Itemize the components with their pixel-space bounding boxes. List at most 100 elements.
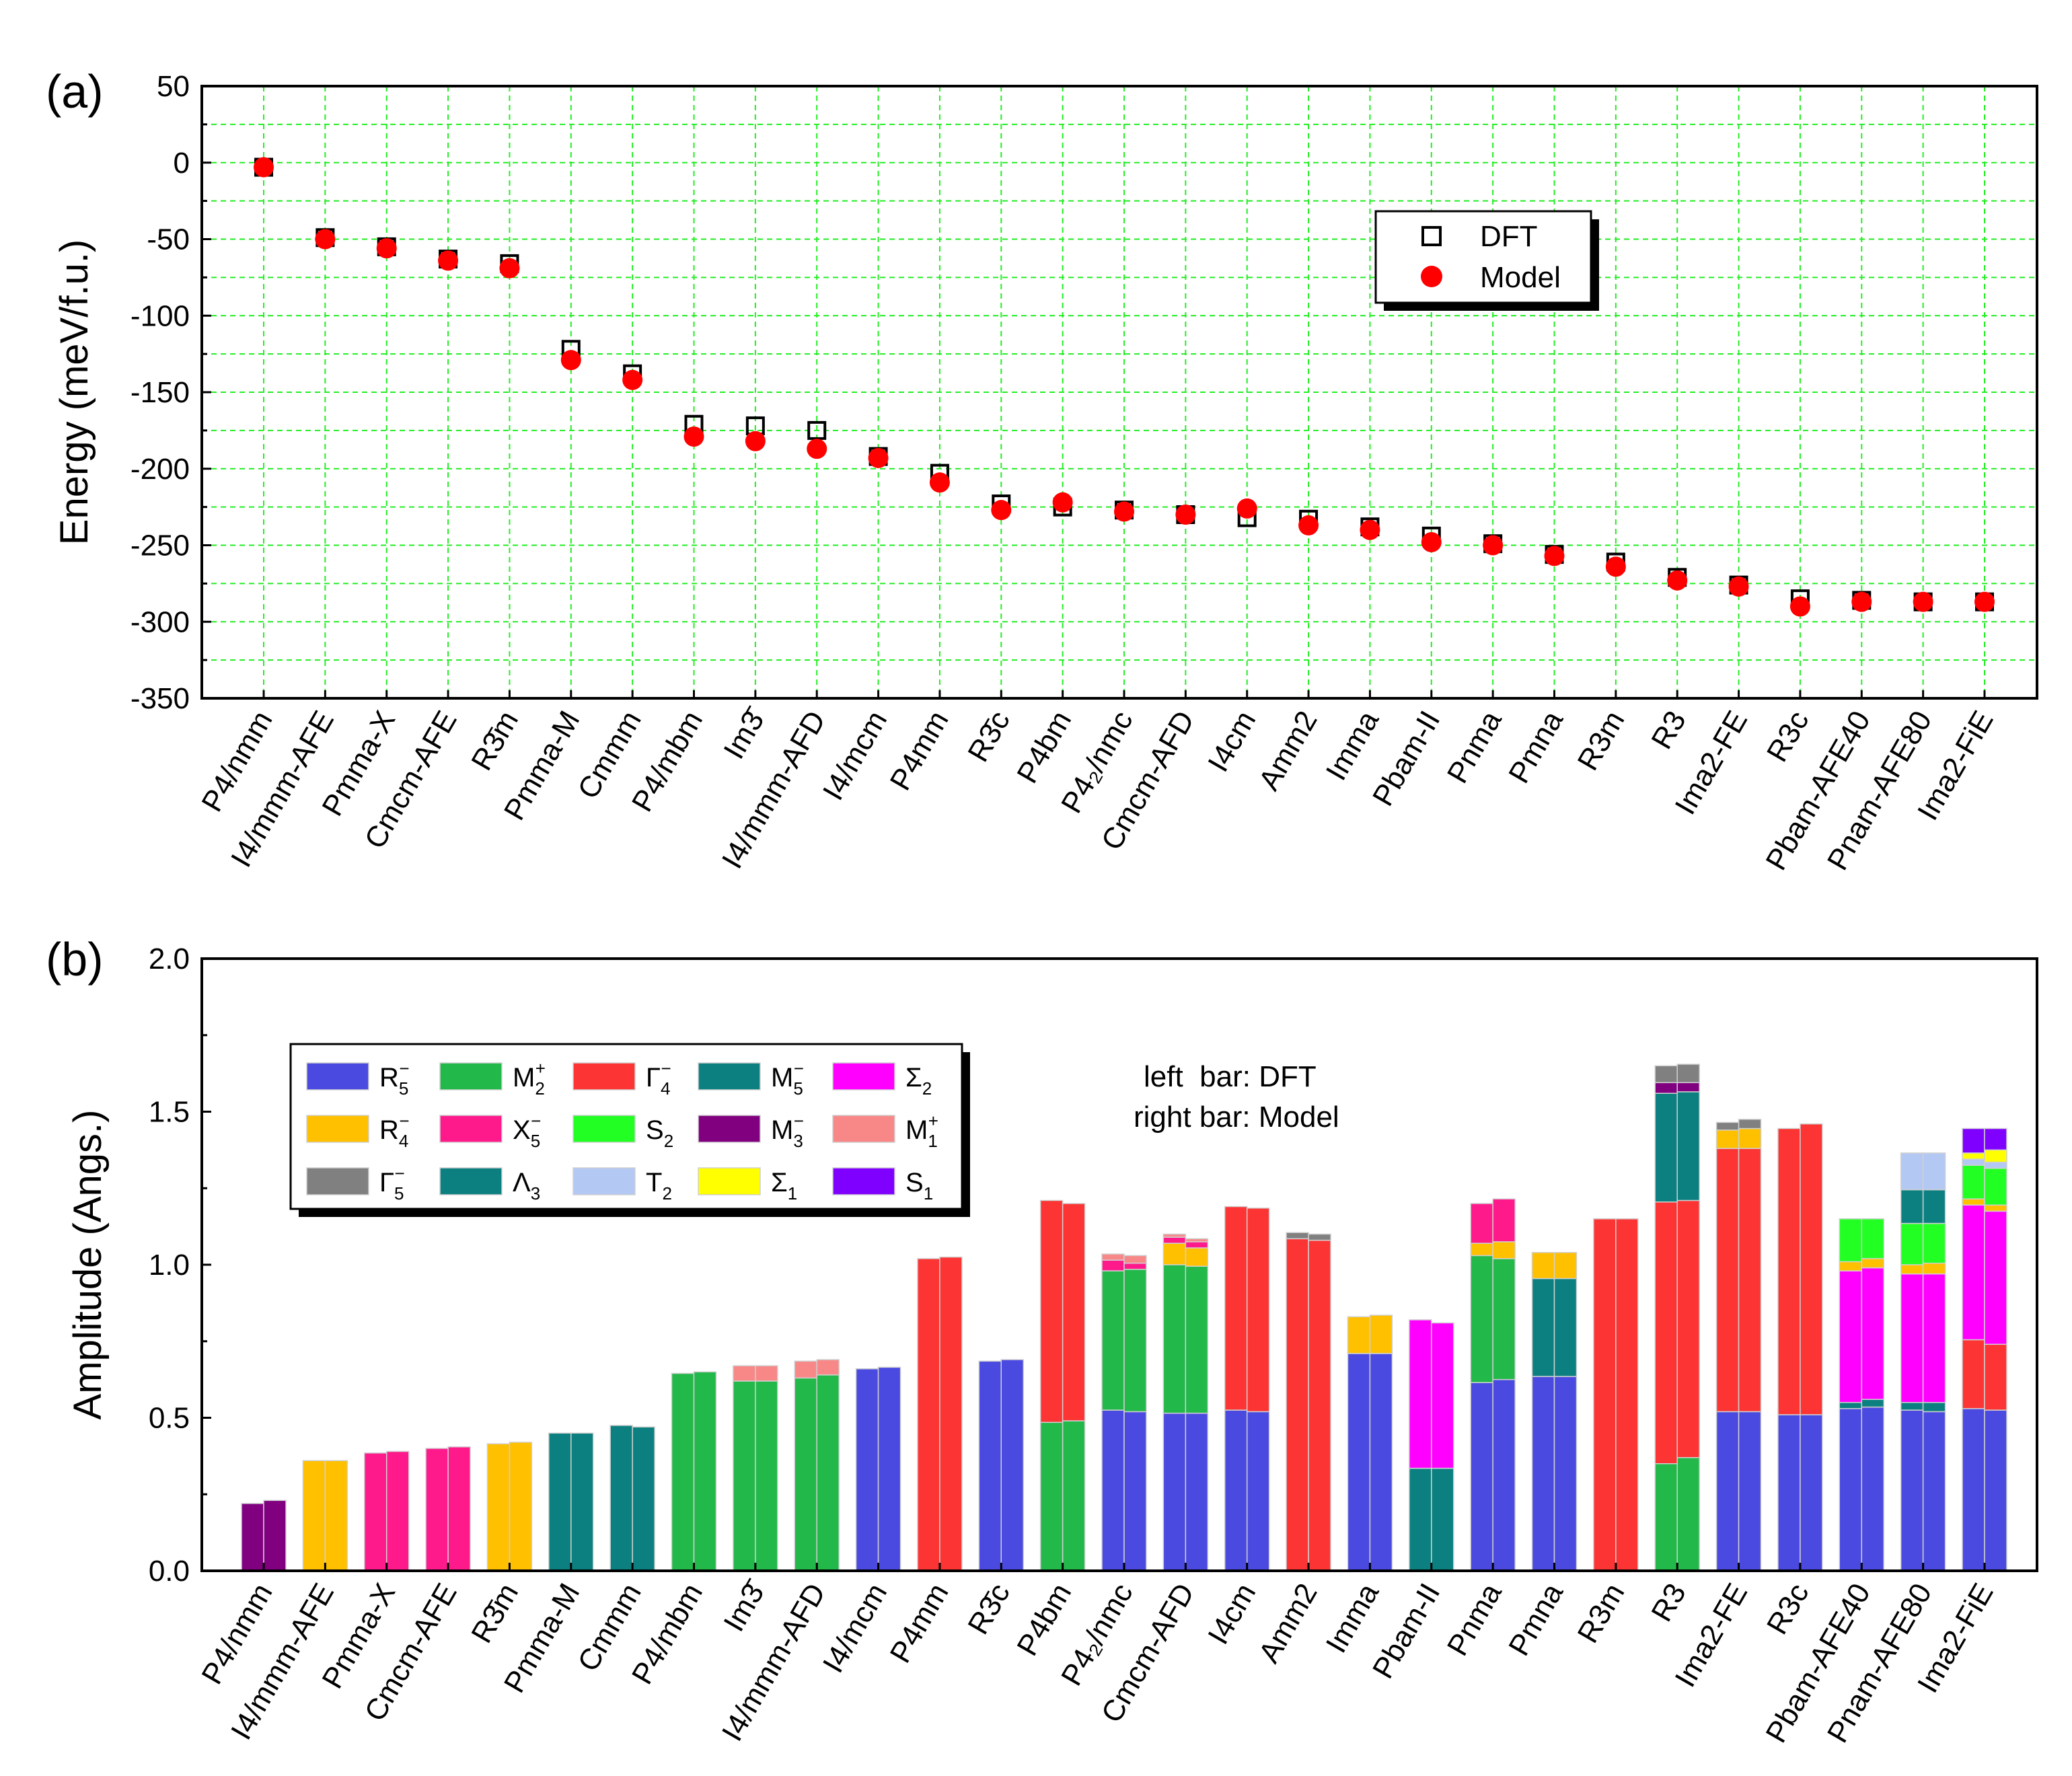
model-bar-segment-ima2-fe-r5m xyxy=(1738,1411,1762,1571)
model-bar-segment-p4mm-g4m xyxy=(939,1256,963,1571)
dft-bar-segment-i4-mmm-afd-m2p xyxy=(794,1377,817,1571)
dft-bar-segment-p4-nmc-x5m xyxy=(1101,1259,1125,1271)
legend-swatch-t2 xyxy=(572,1167,636,1195)
model-point-p4-mbm xyxy=(683,426,704,447)
legend-label-r5m: R5− xyxy=(379,1058,410,1099)
model-point-p4mm xyxy=(929,472,950,493)
model-bar-segment-pnam-afe80-l3 xyxy=(1922,1189,1946,1224)
x-tick-label-a-pmna: Pmna xyxy=(1502,705,1569,789)
model-bar-segment-p4bm-m2p xyxy=(1062,1420,1086,1571)
legend-dft-label: DFT xyxy=(1480,220,1538,253)
legend-label-s1s: Σ1 xyxy=(771,1168,797,1204)
panel-a-y-tick-label: 50 xyxy=(157,70,190,103)
legend-dft-marker xyxy=(1421,226,1442,246)
dft-bar-segment-pnma-x5m xyxy=(1470,1203,1493,1244)
x-tick-label-a-r3m: R3m xyxy=(1571,706,1631,776)
x-tick-label-a-amm2: Amm2 xyxy=(1253,706,1324,797)
dft-bar-segment-p4bm-m2p xyxy=(1039,1421,1064,1571)
x-tick-label-a-r3c: R3c xyxy=(1761,706,1816,768)
dft-bar-segment-cmcm-afd-m1p xyxy=(1162,1233,1187,1238)
dft-bar-segment-r3-m2p xyxy=(1654,1463,1678,1571)
model-bar-segment-r3c-g4m xyxy=(1800,1123,1823,1415)
legend-swatch-x5m xyxy=(439,1115,503,1143)
dft-bar-segment-p4bm-g4m xyxy=(1039,1199,1064,1423)
model-bar-segment-r3-m3m xyxy=(1676,1082,1700,1093)
dft-bar-segment-ima2-fie-s1 xyxy=(1962,1127,1985,1154)
dft-bar-segment-pmna-l3 xyxy=(1531,1278,1555,1377)
model-bar-segment-pbam-afe40-l3 xyxy=(1861,1399,1885,1408)
panel-a-legend: DFT Model xyxy=(1374,210,1599,311)
dft-bar-segment-pbam-ii-l3 xyxy=(1409,1467,1432,1571)
model-point-i4-mmm-afd xyxy=(807,439,827,459)
dft-bar-segment-r3-g4m xyxy=(1654,1201,1678,1465)
legend-label-m5m: M5− xyxy=(771,1058,804,1099)
model-bar-segment-r3-l3 xyxy=(1676,1091,1700,1201)
x-tick-label-a-p4bm: P4bm xyxy=(1010,706,1078,789)
model-bar-segment-r3m-g4m xyxy=(1615,1218,1639,1571)
dft-bar-segment-cmcm-afd-r4m xyxy=(1162,1243,1187,1265)
dft-bar-segment-pbam-afe40-r4m xyxy=(1839,1261,1863,1271)
model-point-imma xyxy=(1360,519,1380,540)
x-tick-label-b-r3m: R3m xyxy=(1571,1578,1631,1649)
model-bar-segment-cmmm-l3 xyxy=(632,1426,655,1571)
model-point-pbam-afe40 xyxy=(1851,591,1872,612)
legend-swatch-s2 xyxy=(572,1115,636,1143)
legend-label-r4m: R4− xyxy=(379,1111,410,1151)
x-tick-label-b-amm2: Amm2 xyxy=(1253,1578,1324,1669)
model-bar-segment-ima2-fie-s2 xyxy=(1984,1167,2007,1206)
dft-bar-segment-imma-r4m xyxy=(1347,1316,1371,1354)
model-point-i4-mmm-afe xyxy=(315,229,336,250)
model-bar-segment-r3c-r5m xyxy=(1800,1414,1823,1571)
legend-swatch-m5m xyxy=(698,1062,761,1090)
legend-label-l3: Λ3 xyxy=(513,1168,540,1204)
model-bar-segment-pbam-ii-s2s xyxy=(1431,1322,1454,1469)
dft-bar-segment-pbam-afe40-s2s xyxy=(1839,1270,1863,1403)
dft-bar-segment-pnam-afe80-r4m xyxy=(1900,1264,1924,1275)
panel-a-y-tick-label: -200 xyxy=(131,453,190,486)
model-bar-segment-ima2-fie-r4m xyxy=(1984,1204,2007,1212)
model-bar-segment-pmma-x-x5m xyxy=(385,1450,410,1571)
model-point-p4bm xyxy=(1052,492,1073,513)
model-bar-segment-r3-m2p xyxy=(1676,1456,1700,1571)
model-point-i4-mcm xyxy=(868,447,889,468)
legend-model-marker xyxy=(1421,266,1442,287)
dft-bar-segment-pbam-afe40-l3 xyxy=(1839,1402,1863,1409)
x-tick-label-b-r3-c: R3̄c xyxy=(961,1578,1016,1640)
legend-swatch-r5m xyxy=(306,1062,369,1090)
model-bar-segment-i4cm-g4m xyxy=(1246,1208,1270,1413)
dft-bar-segment-r3m-g4m xyxy=(1593,1218,1617,1571)
panel-a-y-tick-label: 0 xyxy=(174,147,190,180)
model-point-r3c xyxy=(1789,596,1810,617)
dft-bar-segment-pbam-ii-s2s xyxy=(1409,1319,1432,1469)
dft-bar-segment-cmmm-l3 xyxy=(609,1425,633,1571)
dft-bar-segment-p4-mbm-m2p xyxy=(671,1372,695,1571)
model-bar-segment-amm2-g5m xyxy=(1308,1233,1331,1241)
model-bar-segment-ima2-fie-r5m xyxy=(1984,1409,2007,1571)
dft-bar-segment-pnma-r4m xyxy=(1470,1243,1493,1257)
panel-b-y-tick-label: 1.0 xyxy=(149,1249,190,1282)
dft-bar-segment-i4-mcm-r5m xyxy=(855,1368,879,1571)
model-point-im3 xyxy=(745,431,766,451)
dft-bar-segment-pnam-afe80-l3 xyxy=(1900,1189,1924,1224)
dft-bar-segment-pnma-r5m xyxy=(1470,1382,1493,1571)
model-bar-segment-pnam-afe80-s2s xyxy=(1922,1273,1946,1403)
model-point-cmmm xyxy=(622,369,643,390)
dft-bar-segment-pnma-m2p xyxy=(1470,1255,1493,1383)
model-bar-segment-ima2-fe-g5m xyxy=(1738,1119,1762,1130)
dft-bar-segment-i4-mmm-afe-r4m xyxy=(302,1460,326,1571)
dft-bar-segment-pnam-afe80-s2 xyxy=(1900,1222,1924,1265)
dft-bar-segment-i4cm-g4m xyxy=(1224,1206,1248,1411)
model-bar-segment-pbam-afe40-r5m xyxy=(1861,1406,1885,1571)
x-tick-label-b-pnma: Pnma xyxy=(1441,1578,1508,1662)
dft-bar-segment-im3-m2p xyxy=(733,1380,756,1571)
legend-swatch-r4m xyxy=(306,1115,369,1143)
panel-a-label: (a) xyxy=(46,65,104,118)
x-tick-label-b-i4cm: I4cm xyxy=(1201,1578,1262,1650)
panel-a-plot-frame xyxy=(200,85,2038,700)
model-bar-segment-ima2-fie-t2 xyxy=(1984,1161,2007,1169)
dft-bar-segment-p4mm-g4m xyxy=(917,1258,940,1571)
legend-swatch-m2p xyxy=(439,1062,503,1090)
dft-bar-segment-i4-mmm-afd-m1p xyxy=(794,1360,817,1379)
dft-bar-segment-ima2-fe-g4m xyxy=(1715,1148,1740,1413)
x-tick-label-a-imma: Imma xyxy=(1320,705,1386,786)
